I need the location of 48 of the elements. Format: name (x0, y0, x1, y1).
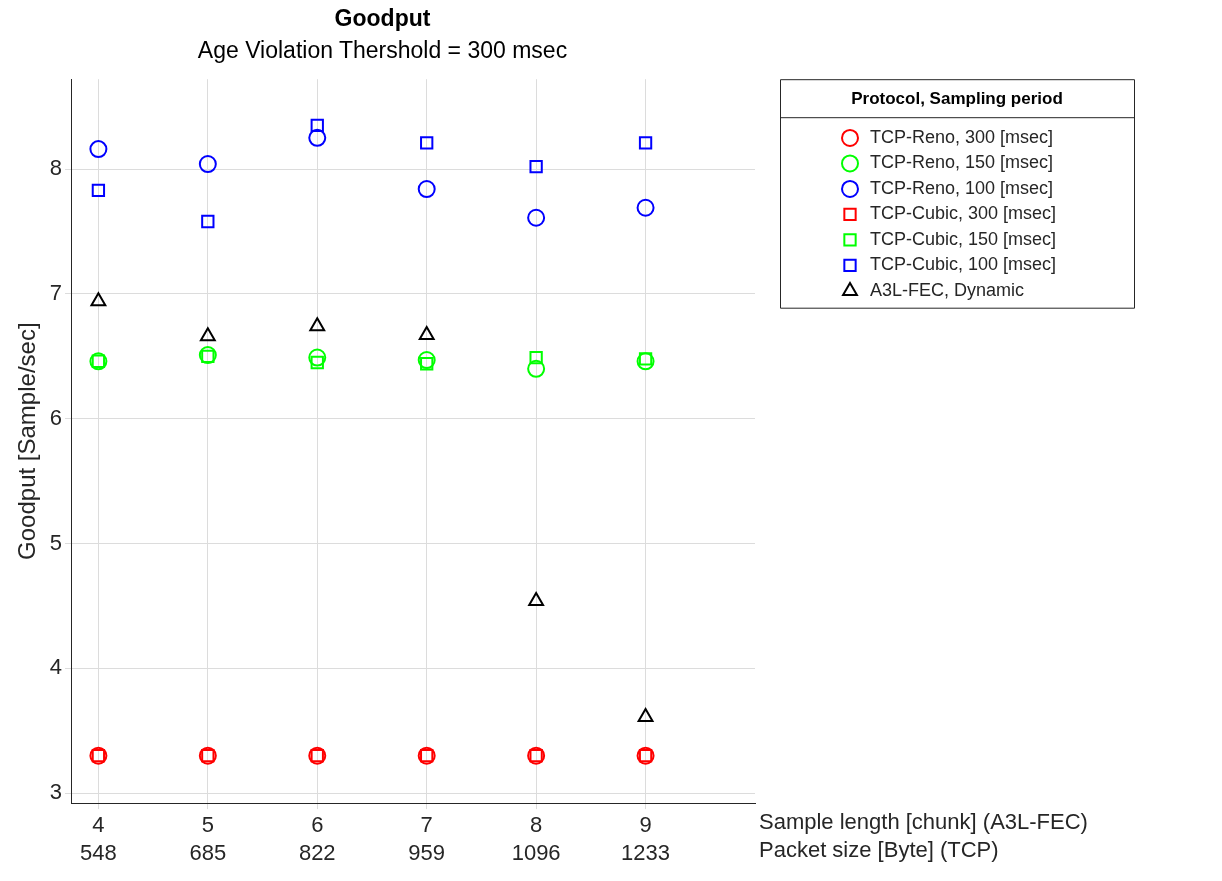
point (420, 136, 434, 150)
legend-label: TCP-Reno, 300 [msec] (870, 126, 1054, 147)
chart-subtitle: Age Violation Thershold = 300 msec (197, 36, 568, 63)
chart-title: Goodput (334, 5, 431, 32)
legend-label: A3L-FEC, Dynamic (870, 279, 1025, 300)
x-tick-label: 8 1096 (511, 812, 561, 866)
point (308, 128, 327, 147)
legend-label: TCP-Cubic, 300 [msec] (870, 203, 1057, 224)
point (198, 155, 217, 174)
point (636, 198, 655, 217)
y-tick-label: 8 (49, 155, 63, 181)
point (201, 214, 215, 229)
point (417, 180, 436, 199)
point (529, 350, 543, 365)
x-tick-label: 5 685 (189, 812, 227, 866)
point (418, 326, 435, 341)
x-tick-label: 9 1233 (621, 812, 671, 866)
point (310, 355, 324, 370)
point (638, 352, 653, 366)
point (89, 140, 108, 159)
point (638, 136, 653, 150)
legend-label: TCP-Reno, 100 [msec] (870, 177, 1054, 198)
point (91, 183, 106, 197)
point (527, 208, 546, 227)
legend-title: Protocol, Sampling period (851, 88, 1063, 108)
legend-label: TCP-Cubic, 100 [msec] (870, 254, 1057, 275)
legend-label: TCP-Reno, 150 [msec] (870, 152, 1054, 173)
point (636, 352, 655, 371)
x-tick-label: 7 959 (408, 812, 446, 866)
point (199, 327, 216, 342)
x-tick-label: 6 822 (298, 812, 336, 866)
y-tick-label: 4 (49, 654, 63, 680)
point (309, 317, 326, 332)
point (308, 348, 327, 367)
y-tick-label: 3 (49, 779, 63, 805)
y-tick-label: 5 (49, 529, 63, 555)
y-tick-label: 7 (49, 279, 63, 305)
point (527, 359, 546, 378)
point (90, 292, 107, 307)
x-axis-title: Sample length [chunk] (A3L-FEC) Packet size [Byte] (TCP) (759, 809, 1088, 863)
y-axis-title: Goodput [Sample/sec] (13, 322, 41, 560)
point (529, 159, 543, 174)
point (637, 708, 654, 722)
point (417, 351, 436, 370)
point (310, 118, 324, 133)
x-tick-label: 4 548 (80, 812, 117, 866)
legend-label: TCP-Cubic, 150 [msec] (870, 228, 1057, 249)
y-tick-label: 6 (49, 404, 63, 430)
